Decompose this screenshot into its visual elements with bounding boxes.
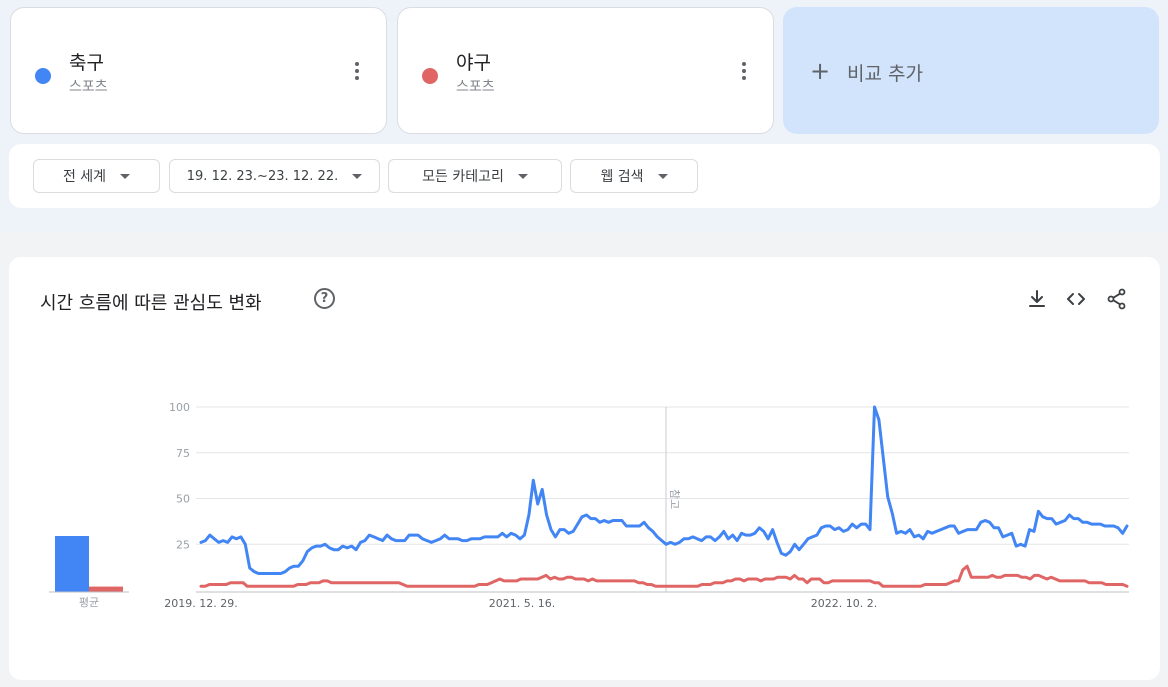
average-bar	[55, 536, 89, 592]
series-line	[199, 564, 1129, 588]
average-label: 평균	[79, 596, 99, 609]
y-tick-label: 25	[176, 538, 190, 551]
share-icon[interactable]	[1105, 287, 1129, 311]
filter-bar: 전 세계 19. 12. 23.~23. 12. 22. 모든 카테고리 웹 검…	[9, 144, 1160, 208]
note-label[interactable]: 참고	[668, 489, 681, 509]
term-color-dot	[35, 68, 51, 84]
series-line	[199, 405, 1129, 575]
x-tick-label: 2019. 12. 29.	[164, 597, 237, 610]
term-category: 스포츠	[69, 79, 108, 95]
caret-down-icon	[352, 173, 363, 179]
caret-down-icon	[517, 173, 528, 179]
term-name: 축구	[69, 52, 104, 74]
y-tick-label: 50	[176, 493, 190, 506]
more-vert-icon[interactable]	[352, 62, 362, 82]
search-type-dropdown[interactable]: 웹 검색	[570, 159, 698, 193]
search-type-value: 웹 검색	[600, 169, 644, 185]
y-tick-label: 75	[176, 447, 190, 460]
x-tick-label: 2022. 10. 2.	[811, 597, 877, 610]
x-tick-label: 2021. 5. 16.	[489, 597, 555, 610]
date-range-dropdown[interactable]: 19. 12. 23.~23. 12. 22.	[169, 159, 380, 193]
embed-icon[interactable]	[1064, 287, 1088, 311]
category-dropdown[interactable]: 모든 카테고리	[388, 159, 562, 193]
add-comparison-label: 비교 추가	[847, 63, 923, 85]
add-comparison-button[interactable]: + 비교 추가	[783, 7, 1159, 134]
caret-down-icon	[120, 173, 131, 179]
caret-down-icon	[657, 173, 668, 179]
region-value: 전 세계	[62, 169, 107, 185]
help-icon[interactable]: ?	[314, 288, 335, 309]
date-range-value: 19. 12. 23.~23. 12. 22.	[186, 168, 339, 184]
region-dropdown[interactable]: 전 세계	[33, 159, 160, 193]
chart-title: 시간 흐름에 따른 관심도 변화	[40, 293, 262, 314]
term-card-baseball[interactable]: 야구 스포츠	[397, 7, 774, 134]
download-icon[interactable]	[1025, 287, 1049, 311]
term-category: 스포츠	[456, 79, 495, 95]
average-bar	[89, 586, 123, 592]
term-name: 야구	[456, 52, 491, 74]
term-color-dot	[422, 68, 438, 84]
term-card-soccer[interactable]: 축구 스포츠	[10, 7, 387, 134]
more-vert-icon[interactable]	[739, 62, 749, 82]
plus-icon: +	[810, 57, 831, 85]
y-tick-label: 100	[169, 401, 190, 414]
interest-over-time-card: 시간 흐름에 따른 관심도 변화 ?	[9, 257, 1160, 680]
category-value: 모든 카테고리	[422, 169, 504, 185]
